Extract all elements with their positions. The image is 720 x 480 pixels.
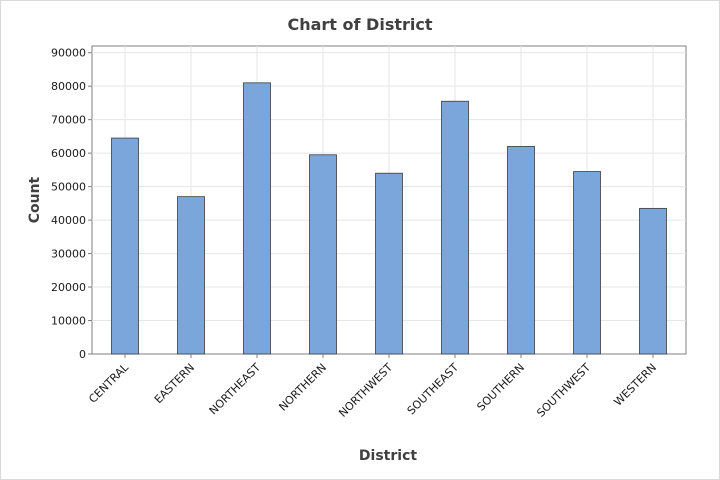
y-tick-label: 20000 [51, 281, 86, 294]
y-tick-label: 80000 [51, 80, 86, 93]
x-axis-ticks: CENTRAL EASTERN NORTHEAST NORTHERN NORTHWEST… [86, 354, 659, 420]
x-tick-label-northeast: NORTHEAST [207, 361, 264, 418]
bar-southwest [573, 171, 601, 355]
bar-northwest [375, 172, 403, 355]
x-tick-label-southwest: SOUTHWEST [534, 361, 593, 420]
y-tick-label: 40000 [51, 214, 86, 227]
y-tick-label: 70000 [51, 114, 86, 127]
x-tick-label-southern: SOUTHERN [474, 361, 527, 414]
x-tick-label-northern: NORTHERN [276, 361, 329, 414]
x-tick-label-central: CENTRAL [86, 360, 131, 405]
bar-western [639, 207, 667, 355]
y-axis-label: Count [27, 176, 43, 223]
x-tick-label-western: WESTERN [611, 361, 659, 409]
x-tick-label-southeast: SOUTHEAST [405, 361, 462, 418]
x-tick-label-northwest: NORTHWEST [336, 361, 395, 420]
bar-central [111, 137, 139, 355]
bar-northeast [243, 82, 271, 355]
y-tick-label: 30000 [51, 248, 86, 261]
y-tick-label: 60000 [51, 147, 86, 160]
y-tick-label: 50000 [51, 181, 86, 194]
y-tick-label: 10000 [51, 315, 86, 328]
y-axis-ticks: 0 10000 20000 30000 40000 50000 60000 70000 8000… [51, 47, 92, 361]
x-tick-label-eastern: EASTERN [152, 361, 197, 406]
bars [111, 82, 667, 355]
bar-northern [309, 154, 337, 355]
bar-southern [507, 146, 535, 355]
bar-southeast [441, 100, 469, 355]
y-tick-label: 90000 [51, 47, 86, 60]
y-tick-label: 0 [79, 348, 86, 361]
bar-eastern [177, 196, 205, 355]
x-axis-label: District [359, 448, 417, 464]
chart-title: Chart of District [287, 15, 432, 34]
